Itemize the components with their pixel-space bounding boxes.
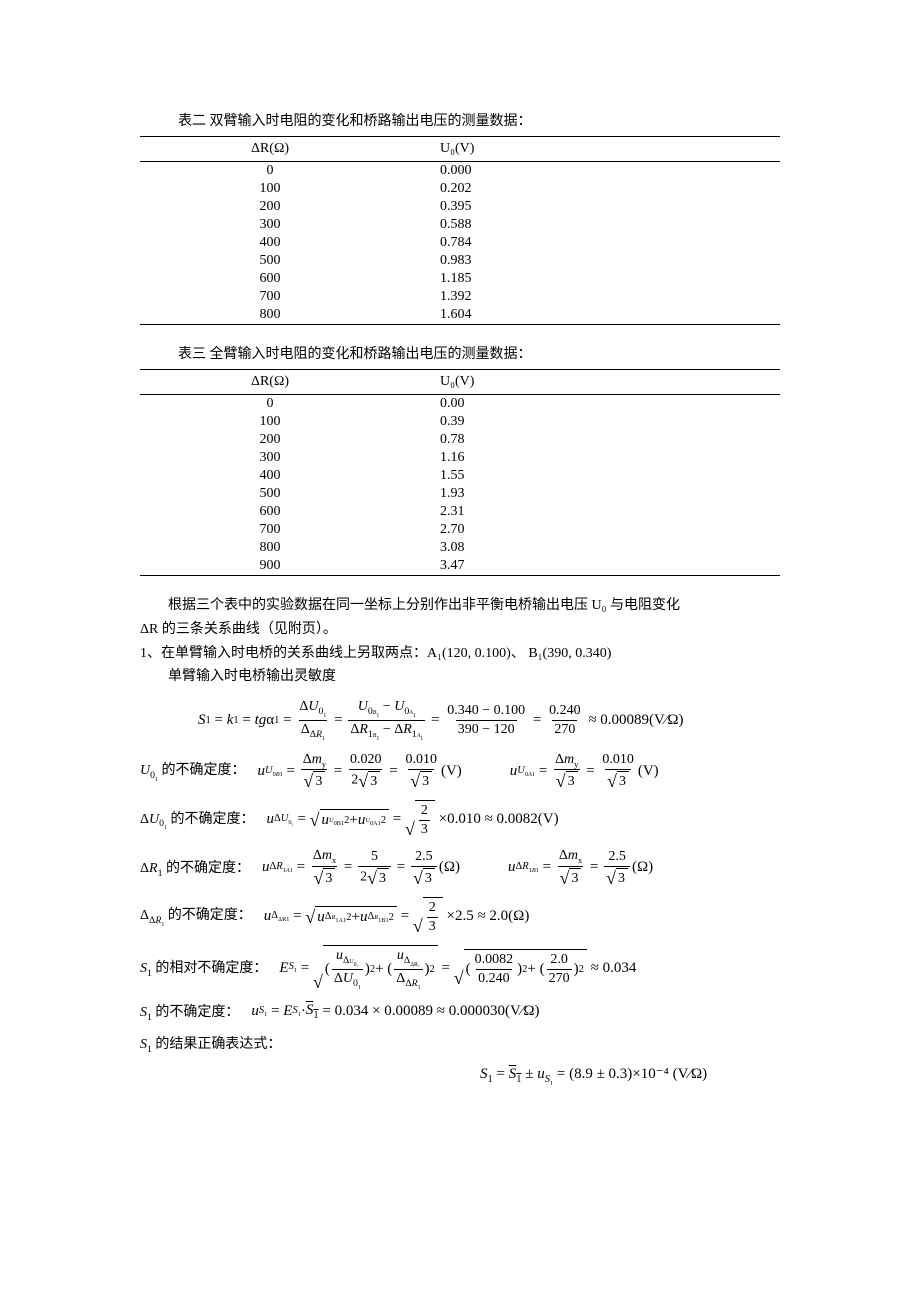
table-row: 6001.185 (140, 270, 780, 288)
table3: ΔR(Ω) U₀(V) 00.001000.392000.783001.1640… (140, 369, 780, 576)
t2-col1: ΔR(Ω) (140, 137, 400, 162)
item1: 1、在单臂输入时电桥的关系曲线上另取两点：A₁(120, 0.100)、 B₁(… (140, 642, 800, 666)
intro-line2: ΔR 的三条关系曲线（见附页）。 (140, 618, 800, 642)
item1-sub: 单臂输入时电桥输出灵敏度 (140, 665, 800, 689)
table-row: 00.00 (140, 395, 780, 414)
table-row: 5001.93 (140, 485, 780, 503)
table-row: 2000.395 (140, 198, 780, 216)
eq-es1-row: S1 的相对不确定度： ES1 = √ (uΔU0₁ΔU01)2 + (uΔΔR… (140, 945, 800, 991)
eq-us1-row: S1 的不确定度： uS1 = ES1 · S1 = 0.034 × 0.000… (140, 1001, 800, 1023)
eq-s1: S1 = k1 = tgα1 = ΔU01ΔΔR1 = U0B1 − U0A1Δ… (198, 699, 800, 742)
t2-col2: U₀(V) (400, 137, 780, 162)
final-expression: S1 = S1 ± uS1 = (8.9 ± 0.3)×10⁻⁴ (V⁄Ω) (480, 1064, 800, 1087)
table-row: 7001.392 (140, 288, 780, 306)
table-row: 1000.202 (140, 180, 780, 198)
eq-ddr-row: ΔΔR1 的不确定度： uΔΔR1 = √uΔR1A12 + uΔR1B12 =… (140, 897, 800, 935)
eq-du0-row: ΔU01 的不确定度： uΔU0₁ = √uU0B12 + uU0A12 = √… (140, 800, 800, 838)
table-row: 7002.70 (140, 521, 780, 539)
table2-caption: 表二 双臂输入时电阻的变化和桥路输出电压的测量数据： (178, 110, 800, 130)
table-row: 1000.39 (140, 413, 780, 431)
eq-u0-row: U01 的不确定度： uU0B1 = Δmy√3 = 0.0202√3 = 0.… (140, 752, 800, 791)
table-row: 9003.47 (140, 557, 780, 576)
table-row: 8003.08 (140, 539, 780, 557)
table-row: 3001.16 (140, 449, 780, 467)
table3-caption: 表三 全臂输入时电阻的变化和桥路输出电压的测量数据： (178, 343, 800, 363)
table2: ΔR(Ω) U₀(V) 00.0001000.2022000.3953000.5… (140, 136, 780, 325)
table-row: 5000.983 (140, 252, 780, 270)
intro-line1: 根据三个表中的实验数据在同一坐标上分别作出非平衡电桥输出电压 U₀ 与电阻变化 (140, 594, 800, 618)
eq-final-row: S1 的结果正确表达式： (140, 1033, 800, 1055)
table-row: 8001.604 (140, 306, 780, 325)
t3-col2: U₀(V) (400, 370, 780, 395)
table-row: 6002.31 (140, 503, 780, 521)
table-row: 2000.78 (140, 431, 780, 449)
table-row: 3000.588 (140, 216, 780, 234)
table-row: 4001.55 (140, 467, 780, 485)
eq-dr1-row: ΔR1 的不确定度： uΔR1A1 = Δmx√3 = 52√3 = 2.5√3… (140, 848, 800, 887)
table-row: 4000.784 (140, 234, 780, 252)
t3-col1: ΔR(Ω) (140, 370, 400, 395)
table-row: 00.000 (140, 162, 780, 181)
